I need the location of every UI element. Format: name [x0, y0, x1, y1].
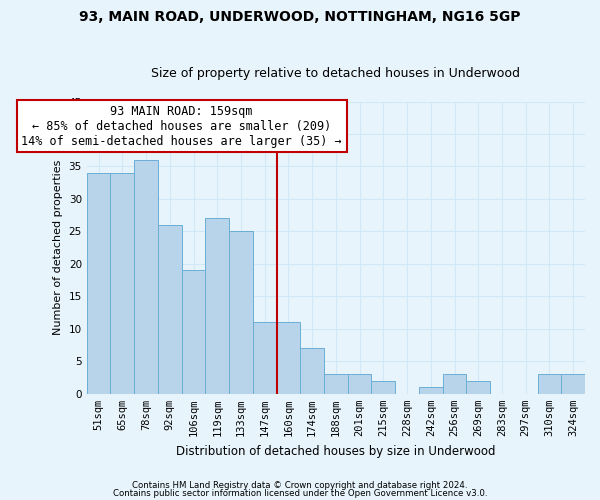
Bar: [158, 225, 182, 394]
Bar: [324, 374, 348, 394]
Text: 93, MAIN ROAD, UNDERWOOD, NOTTINGHAM, NG16 5GP: 93, MAIN ROAD, UNDERWOOD, NOTTINGHAM, NG…: [79, 10, 521, 24]
Bar: [371, 381, 395, 394]
Bar: [134, 160, 158, 394]
Bar: [87, 173, 110, 394]
Y-axis label: Number of detached properties: Number of detached properties: [53, 160, 63, 336]
Bar: [300, 348, 324, 394]
Bar: [229, 232, 253, 394]
Bar: [538, 374, 561, 394]
X-axis label: Distribution of detached houses by size in Underwood: Distribution of detached houses by size …: [176, 444, 496, 458]
Bar: [348, 374, 371, 394]
Bar: [253, 322, 277, 394]
Bar: [561, 374, 585, 394]
Bar: [277, 322, 300, 394]
Title: Size of property relative to detached houses in Underwood: Size of property relative to detached ho…: [151, 66, 520, 80]
Bar: [182, 270, 205, 394]
Bar: [443, 374, 466, 394]
Text: Contains HM Land Registry data © Crown copyright and database right 2024.: Contains HM Land Registry data © Crown c…: [132, 481, 468, 490]
Bar: [419, 388, 443, 394]
Text: 93 MAIN ROAD: 159sqm
← 85% of detached houses are smaller (209)
14% of semi-deta: 93 MAIN ROAD: 159sqm ← 85% of detached h…: [22, 104, 342, 148]
Bar: [466, 381, 490, 394]
Bar: [205, 218, 229, 394]
Text: Contains public sector information licensed under the Open Government Licence v3: Contains public sector information licen…: [113, 488, 487, 498]
Bar: [110, 173, 134, 394]
